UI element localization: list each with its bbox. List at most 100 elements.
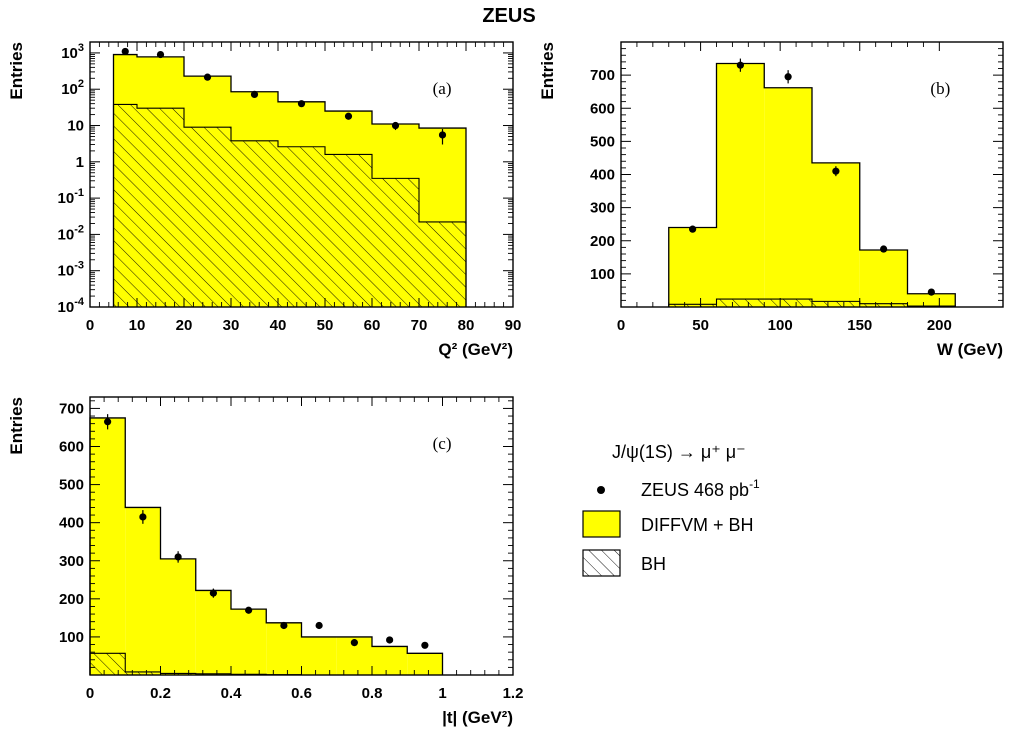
bh-bar	[859, 303, 908, 307]
x-axis-label: W (GeV)	[937, 340, 1003, 359]
bh-bar	[160, 673, 196, 675]
data-point	[832, 167, 840, 175]
data-point	[203, 73, 212, 81]
x-tick-label: 1	[438, 685, 446, 702]
legend-item: BH	[582, 549, 666, 577]
x-axis-label: |t| (GeV²)	[442, 708, 513, 727]
y-tick-label: 300	[59, 553, 84, 570]
mc-bar	[195, 590, 231, 675]
mc-bar	[125, 507, 161, 675]
mc-bar	[764, 87, 812, 308]
mc-bar	[907, 293, 956, 307]
legend-label: BH	[641, 554, 666, 574]
legend-label: ZEUS 468 pb-1	[641, 477, 760, 500]
data-points	[104, 414, 429, 649]
mc-outline	[89, 417, 444, 675]
mc-bar	[266, 622, 302, 675]
panel-label: (a)	[433, 79, 452, 98]
bh-bar	[113, 104, 137, 307]
panel-a: 0 10 20 30 40 50 60 70 80 9010-410-310-210-111010…	[7, 41, 522, 359]
data-point	[280, 621, 288, 630]
mc-outline	[112, 53, 467, 307]
data-point	[344, 112, 353, 120]
bh-bar	[125, 671, 161, 675]
y-tick-label: 300	[590, 200, 615, 217]
x-tick-label: 0.4	[221, 685, 243, 702]
legend-item: ZEUS 468 pb-1	[597, 477, 760, 500]
mc-bar	[301, 636, 337, 675]
data-point	[736, 61, 744, 69]
bh-bar	[231, 140, 278, 307]
x-tick-label: 0	[617, 317, 625, 334]
x-tick-label: 60	[364, 317, 381, 334]
data-point	[421, 641, 429, 649]
y-tick-label: 10-4	[58, 296, 85, 316]
data-points	[121, 47, 447, 145]
y-axis: 100 200 300 400 500 600 700	[59, 400, 513, 676]
x-tick-label: 0	[86, 685, 94, 702]
y-tick-label: 600	[590, 100, 615, 117]
legend-marker	[597, 486, 605, 494]
data-point	[391, 121, 400, 130]
y-tick-label: 500	[59, 477, 84, 494]
bh-histogram	[113, 104, 466, 307]
legend-header: J/ψ(1S) → μ⁺ μ⁻	[612, 442, 746, 462]
y-tick-label: 1	[76, 154, 84, 171]
data-point	[315, 621, 323, 630]
y-tick-label: 700	[59, 400, 84, 417]
y-tick-label: 200	[590, 233, 615, 250]
mc-bar	[90, 417, 126, 675]
legend-item: DIFFVM + BH	[582, 510, 754, 538]
x-tick-label: 30	[223, 317, 240, 334]
data-point	[880, 245, 888, 253]
mc-bar	[160, 558, 196, 675]
y-tick-label: 100	[590, 266, 615, 283]
mc-bar	[812, 162, 860, 307]
data-point	[438, 131, 447, 139]
legend-swatch	[582, 510, 621, 538]
y-axis: 10-4 10-3 10-2 10-1 1 10 102 103	[58, 41, 513, 316]
bh-bar	[812, 301, 860, 307]
data-point	[784, 73, 792, 81]
data-point	[209, 589, 217, 597]
y-axis-label: Entries	[538, 42, 557, 100]
y-tick-label: 700	[590, 67, 615, 84]
mc-bar	[859, 250, 908, 307]
y-tick-label: 10	[67, 118, 84, 135]
bh-bar	[325, 154, 372, 307]
bh-bar	[668, 304, 717, 307]
x-tick-label: 90	[505, 317, 522, 334]
mc-bar	[231, 609, 267, 675]
panel-label: (c)	[433, 434, 452, 453]
x-tick-label: 10	[129, 317, 146, 334]
plot-frame	[89, 41, 514, 308]
mc-bar	[668, 227, 717, 307]
x-tick-label: 1.2	[503, 685, 524, 702]
x-tick-label: 20	[176, 317, 193, 334]
x-tick-label: 100	[768, 317, 793, 334]
panel-b: 0 50 100 150 200 100 200 300 400 500 600 700 W (GeV)…	[538, 41, 1004, 359]
y-tick-label: 600	[59, 439, 84, 456]
bh-bar	[278, 146, 325, 307]
panel-c: 0 0.2 0.4 0.6 0.8 1 1.2 100 200 300 400 500 600 700 |t…	[7, 396, 524, 727]
bh-bar	[716, 299, 765, 307]
panel-label: (b)	[930, 79, 950, 98]
data-point	[689, 225, 697, 233]
y-tick-label: 200	[59, 591, 84, 608]
y-axis: 100 200 300 400 500 600 700	[590, 41, 1003, 308]
x-tick-label: 0.6	[291, 685, 312, 702]
x-axis-label: Q² (GeV²)	[438, 340, 513, 359]
y-tick-label: 10-1	[58, 187, 84, 207]
bh-bar	[372, 178, 419, 307]
legend: J/ψ(1S) → μ⁺ μ⁻ ZEUS 468 pb-1 DIFFVM + BH…	[582, 442, 760, 577]
panels: 0 10 20 30 40 50 60 70 80 9010-410-310-210-111010…	[7, 41, 1004, 727]
bh-bar	[137, 108, 184, 307]
y-tick-label: 100	[59, 629, 84, 646]
x-tick-label: 50	[317, 317, 334, 334]
y-tick-label: 102	[61, 78, 84, 98]
data-point	[297, 100, 306, 108]
x-tick-label: 0	[86, 317, 94, 334]
bh-bar	[90, 653, 126, 675]
data-point	[104, 418, 112, 426]
